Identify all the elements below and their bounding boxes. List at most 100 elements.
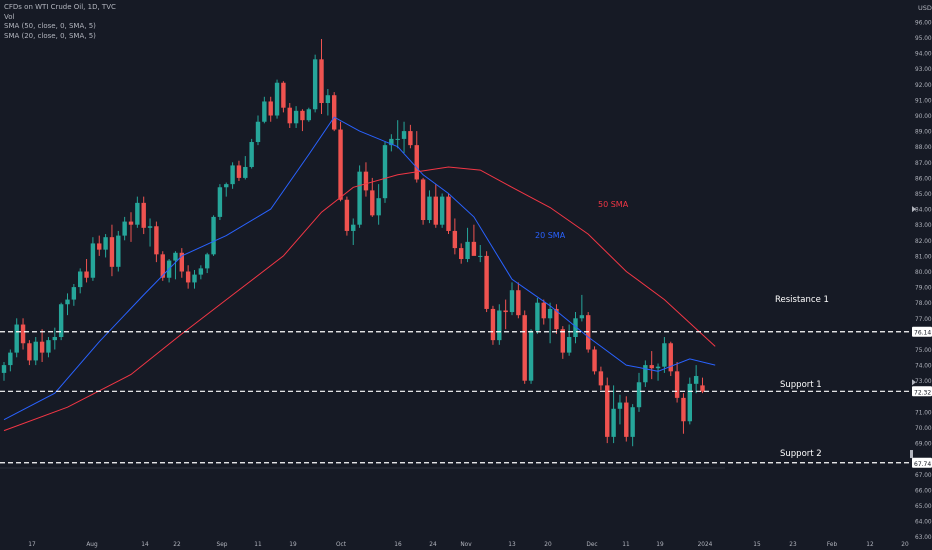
time-tick: Oct — [336, 542, 347, 548]
price-tick: 78.00 — [915, 301, 932, 307]
time-tick: Nov — [460, 542, 472, 548]
price-tick: 64.00 — [915, 520, 932, 526]
candle-body — [554, 308, 559, 330]
candle-body — [617, 402, 623, 409]
price-axis[interactable]: USD 96.00 95.00 94.00 93.00 92.00 91.00 90.00 8… — [912, 4, 932, 550]
price-tick: 77.00 — [915, 317, 932, 323]
candle-body — [509, 290, 515, 313]
legend-sma20[interactable]: SMA (20, close, 0, SMA, 5) — [4, 31, 96, 40]
candle — [509, 282, 515, 316]
time-axis[interactable]: 17 Aug 14 22 Sep 11 19 Oct 16 24 Nov 13 20 Dec 11 19 202… — [28, 542, 909, 548]
candle-body — [605, 385, 610, 437]
scale-handle-icon[interactable] — [910, 450, 913, 459]
candle-body — [154, 226, 159, 255]
legend-volume[interactable]: Vol — [4, 12, 15, 21]
price-tick: 89.00 — [915, 130, 932, 136]
candle — [503, 299, 508, 330]
candle — [20, 318, 26, 350]
candle — [522, 310, 527, 384]
price-tick: 69.00 — [915, 442, 932, 448]
candle-body — [236, 165, 242, 178]
price-tick: 93.00 — [915, 67, 932, 73]
candle — [630, 404, 635, 447]
candle — [268, 96, 273, 122]
level-price-tag — [912, 386, 932, 397]
candle — [39, 329, 45, 362]
candle — [65, 293, 70, 316]
candle-body — [217, 187, 223, 217]
candle — [643, 360, 648, 387]
level-price-text: 67.74 — [914, 461, 931, 468]
candle — [357, 165, 362, 228]
candle-body — [357, 171, 362, 225]
candle-body — [566, 337, 572, 353]
candle-body — [503, 310, 508, 313]
candle-body — [268, 101, 273, 116]
candle-body — [14, 324, 19, 353]
candle — [433, 184, 438, 228]
candle — [560, 326, 565, 359]
legend-sma50[interactable]: SMA (50, close, 0, SMA, 5) — [4, 22, 96, 30]
candle — [154, 221, 159, 263]
candle-body — [224, 184, 229, 188]
candle — [319, 39, 324, 114]
candle-body — [274, 82, 280, 116]
candle-body — [230, 165, 235, 185]
candle — [592, 346, 597, 375]
candle-body — [160, 254, 165, 278]
price-marker-icon — [912, 206, 916, 213]
candle-body — [128, 221, 134, 225]
candle-body — [332, 95, 337, 130]
candle-body — [541, 302, 546, 319]
candle-body — [681, 397, 686, 422]
candle-body — [573, 318, 578, 338]
candle-body — [300, 110, 305, 121]
candle — [179, 248, 184, 278]
candle-body — [78, 271, 83, 288]
candle-body — [478, 255, 483, 257]
candle-body — [71, 287, 77, 300]
candle — [217, 184, 223, 221]
price-tick: 91.00 — [915, 98, 932, 104]
price-tick: 79.00 — [915, 286, 932, 292]
candle — [605, 377, 610, 444]
price-tick: 90.00 — [915, 114, 932, 120]
candle — [109, 224, 115, 277]
candle-body — [135, 202, 140, 225]
level-price-tag — [912, 457, 932, 468]
time-tick: Feb — [827, 542, 838, 548]
candle — [554, 304, 559, 334]
level-price-text: 76.14 — [914, 330, 931, 337]
candle — [376, 184, 381, 225]
candles-layer — [1, 39, 705, 447]
candle — [141, 196, 146, 235]
candle — [617, 394, 623, 425]
candle — [8, 349, 13, 372]
candle — [389, 134, 394, 152]
candle-body — [465, 241, 470, 260]
candle-body — [662, 343, 667, 367]
candle — [128, 212, 134, 242]
candle-body — [433, 196, 438, 225]
candle-body — [205, 254, 210, 269]
candle — [598, 366, 604, 391]
price-tick: 63.00 — [915, 535, 932, 541]
candle-body — [306, 109, 311, 121]
candle — [281, 81, 286, 113]
candle-body — [116, 235, 121, 267]
candle-body — [262, 101, 267, 122]
candle-body — [630, 407, 635, 437]
candle — [224, 182, 229, 197]
candle — [490, 305, 496, 345]
legend-title[interactable]: CFDs on WTI Crude Oil, 1D, TVC — [4, 3, 116, 11]
price-tick: 66.00 — [915, 488, 932, 494]
candle — [408, 124, 413, 149]
candle-body — [427, 196, 432, 221]
candle-body — [52, 337, 57, 341]
candle — [516, 282, 521, 319]
candle-body — [312, 59, 318, 110]
candle-body — [198, 268, 204, 275]
sma-layer — [3, 116, 716, 432]
support-2-label: Support 2 — [780, 449, 822, 459]
